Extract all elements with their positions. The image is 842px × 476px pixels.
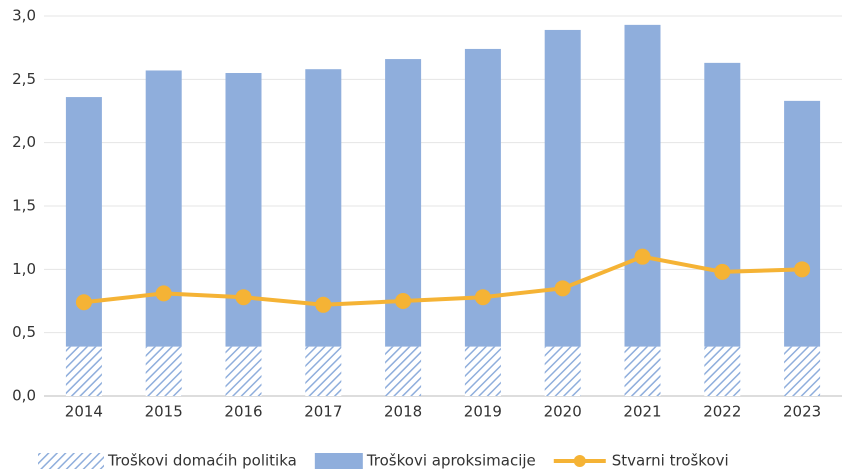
x-tick-label: 2021 xyxy=(623,403,661,421)
bar xyxy=(704,62,741,347)
legend-swatch xyxy=(314,453,363,469)
bar xyxy=(385,346,422,396)
y-tick-label: 1,5 xyxy=(12,197,36,215)
bar xyxy=(784,346,821,396)
legend-swatch xyxy=(38,453,104,469)
bar xyxy=(305,346,342,396)
line-marker xyxy=(554,280,571,297)
line-marker xyxy=(474,289,491,306)
x-tick-label: 2022 xyxy=(703,403,741,421)
bar xyxy=(704,346,741,396)
legend-label: Troškovi domaćih politika xyxy=(107,452,297,470)
line-marker xyxy=(714,263,731,280)
y-tick-label: 3,0 xyxy=(12,7,36,25)
line-marker xyxy=(634,248,651,265)
bar xyxy=(145,70,182,347)
line xyxy=(83,254,803,307)
bar xyxy=(624,24,661,347)
y-tick-label: 1,0 xyxy=(12,260,36,278)
x-tick-label: 2019 xyxy=(464,403,502,421)
legend-swatch xyxy=(573,455,586,467)
x-tick-label: 2023 xyxy=(783,403,821,421)
y-tick-label: 2,5 xyxy=(12,70,36,88)
bar xyxy=(225,73,262,347)
legend-label: Stvarni troškovi xyxy=(612,452,729,470)
x-tick-label: 2016 xyxy=(224,403,262,421)
y-tick-label: 0,5 xyxy=(12,323,36,341)
bar xyxy=(544,29,581,347)
x-tick-label: 2015 xyxy=(145,403,183,421)
line-marker xyxy=(315,296,332,313)
bar xyxy=(145,346,182,396)
x-tick-label: 2017 xyxy=(304,403,342,421)
line-marker xyxy=(75,294,92,311)
bar xyxy=(225,346,262,396)
line-marker xyxy=(395,293,412,309)
line-marker xyxy=(155,285,172,302)
x-tick-label: 2018 xyxy=(384,403,422,421)
bar xyxy=(624,346,661,396)
bar xyxy=(65,346,102,396)
x-tick-label: 2014 xyxy=(65,403,103,421)
bar xyxy=(464,346,501,396)
y-tick-label: 0,0 xyxy=(12,387,36,405)
x-tick-label: 2020 xyxy=(544,403,582,421)
line-marker xyxy=(794,261,811,278)
y-tick-label: 2,0 xyxy=(12,133,36,151)
legend-label: Troškovi aproksimacije xyxy=(366,452,536,470)
bar xyxy=(544,346,581,396)
bar xyxy=(784,100,821,347)
line-marker xyxy=(235,289,252,306)
